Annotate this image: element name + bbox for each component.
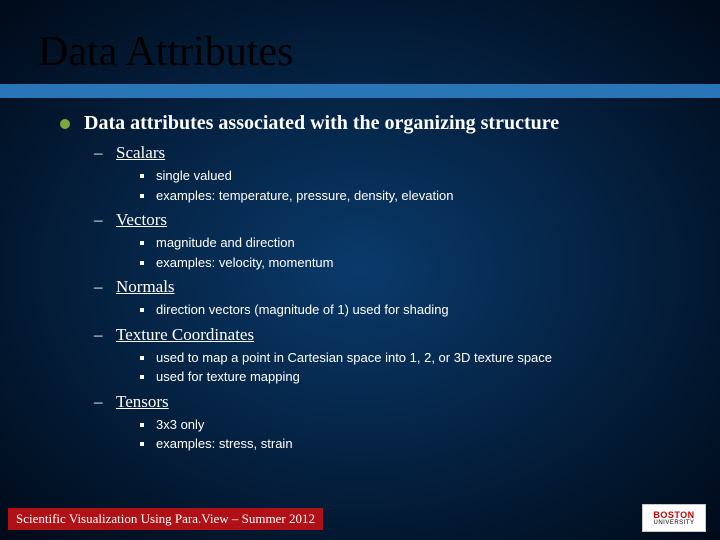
title-underline-bar — [0, 84, 720, 98]
item-text: examples: stress, strain — [156, 435, 293, 453]
section-items: 3x3 only examples: stress, strain — [140, 416, 690, 453]
section-scalars: – Scalars single valued examples: temper… — [94, 143, 690, 204]
section-header: – Texture Coordinates — [94, 325, 690, 345]
section-label: Tensors — [116, 392, 169, 412]
item-text: 3x3 only — [156, 416, 204, 434]
list-item: examples: velocity, momentum — [140, 254, 690, 272]
dash-bullet-icon: – — [94, 143, 106, 163]
list-item: magnitude and direction — [140, 234, 690, 252]
list-item: examples: stress, strain — [140, 435, 690, 453]
list-item: used for texture mapping — [140, 368, 690, 386]
main-bullet-text: Data attributes associated with the orga… — [84, 112, 559, 135]
section-header: – Tensors — [94, 392, 690, 412]
square-bullet-icon — [140, 261, 144, 265]
item-text: magnitude and direction — [156, 234, 295, 252]
section-label: Normals — [116, 277, 175, 297]
slide-content: Data attributes associated with the orga… — [0, 98, 720, 453]
item-text: used for texture mapping — [156, 368, 300, 386]
dash-bullet-icon: – — [94, 210, 106, 230]
square-bullet-icon — [140, 356, 144, 360]
list-item: single valued — [140, 167, 690, 185]
section-label: Texture Coordinates — [116, 325, 254, 345]
square-bullet-icon — [140, 423, 144, 427]
section-items: direction vectors (magnitude of 1) used … — [140, 301, 690, 319]
section-tensors: – Tensors 3x3 only examples: stress, str… — [94, 392, 690, 453]
footer-banner: Scientific Visualization Using Para.View… — [8, 508, 323, 530]
section-normals: – Normals direction vectors (magnitude o… — [94, 277, 690, 319]
square-bullet-icon — [140, 174, 144, 178]
dash-bullet-icon: – — [94, 277, 106, 297]
logo-text: BOSTON UNIVERSITY — [653, 511, 694, 526]
logo-line1: BOSTON — [653, 511, 694, 520]
dash-bullet-icon: – — [94, 325, 106, 345]
list-item: direction vectors (magnitude of 1) used … — [140, 301, 690, 319]
section-header: – Scalars — [94, 143, 690, 163]
item-text: examples: temperature, pressure, density… — [156, 187, 453, 205]
main-bullet: Data attributes associated with the orga… — [60, 112, 690, 135]
slide-title: Data Attributes — [0, 0, 720, 84]
item-text: single valued — [156, 167, 232, 185]
list-item: used to map a point in Cartesian space i… — [140, 349, 690, 367]
dash-bullet-icon: – — [94, 392, 106, 412]
logo-line2: UNIVERSITY — [653, 520, 694, 526]
square-bullet-icon — [140, 194, 144, 198]
square-bullet-icon — [140, 442, 144, 446]
section-items: magnitude and direction examples: veloci… — [140, 234, 690, 271]
circle-bullet-icon — [60, 119, 70, 129]
item-text: examples: velocity, momentum — [156, 254, 334, 272]
section-header: – Vectors — [94, 210, 690, 230]
section-header: – Normals — [94, 277, 690, 297]
item-text: used to map a point in Cartesian space i… — [156, 349, 552, 367]
section-label: Vectors — [116, 210, 167, 230]
section-label: Scalars — [116, 143, 165, 163]
square-bullet-icon — [140, 375, 144, 379]
section-items: used to map a point in Cartesian space i… — [140, 349, 690, 386]
section-items: single valued examples: temperature, pre… — [140, 167, 690, 204]
list-item: 3x3 only — [140, 416, 690, 434]
section-vectors: – Vectors magnitude and direction exampl… — [94, 210, 690, 271]
university-logo: BOSTON UNIVERSITY — [642, 504, 706, 532]
item-text: direction vectors (magnitude of 1) used … — [156, 301, 449, 319]
square-bullet-icon — [140, 308, 144, 312]
list-item: examples: temperature, pressure, density… — [140, 187, 690, 205]
section-texture-coordinates: – Texture Coordinates used to map a poin… — [94, 325, 690, 386]
square-bullet-icon — [140, 241, 144, 245]
